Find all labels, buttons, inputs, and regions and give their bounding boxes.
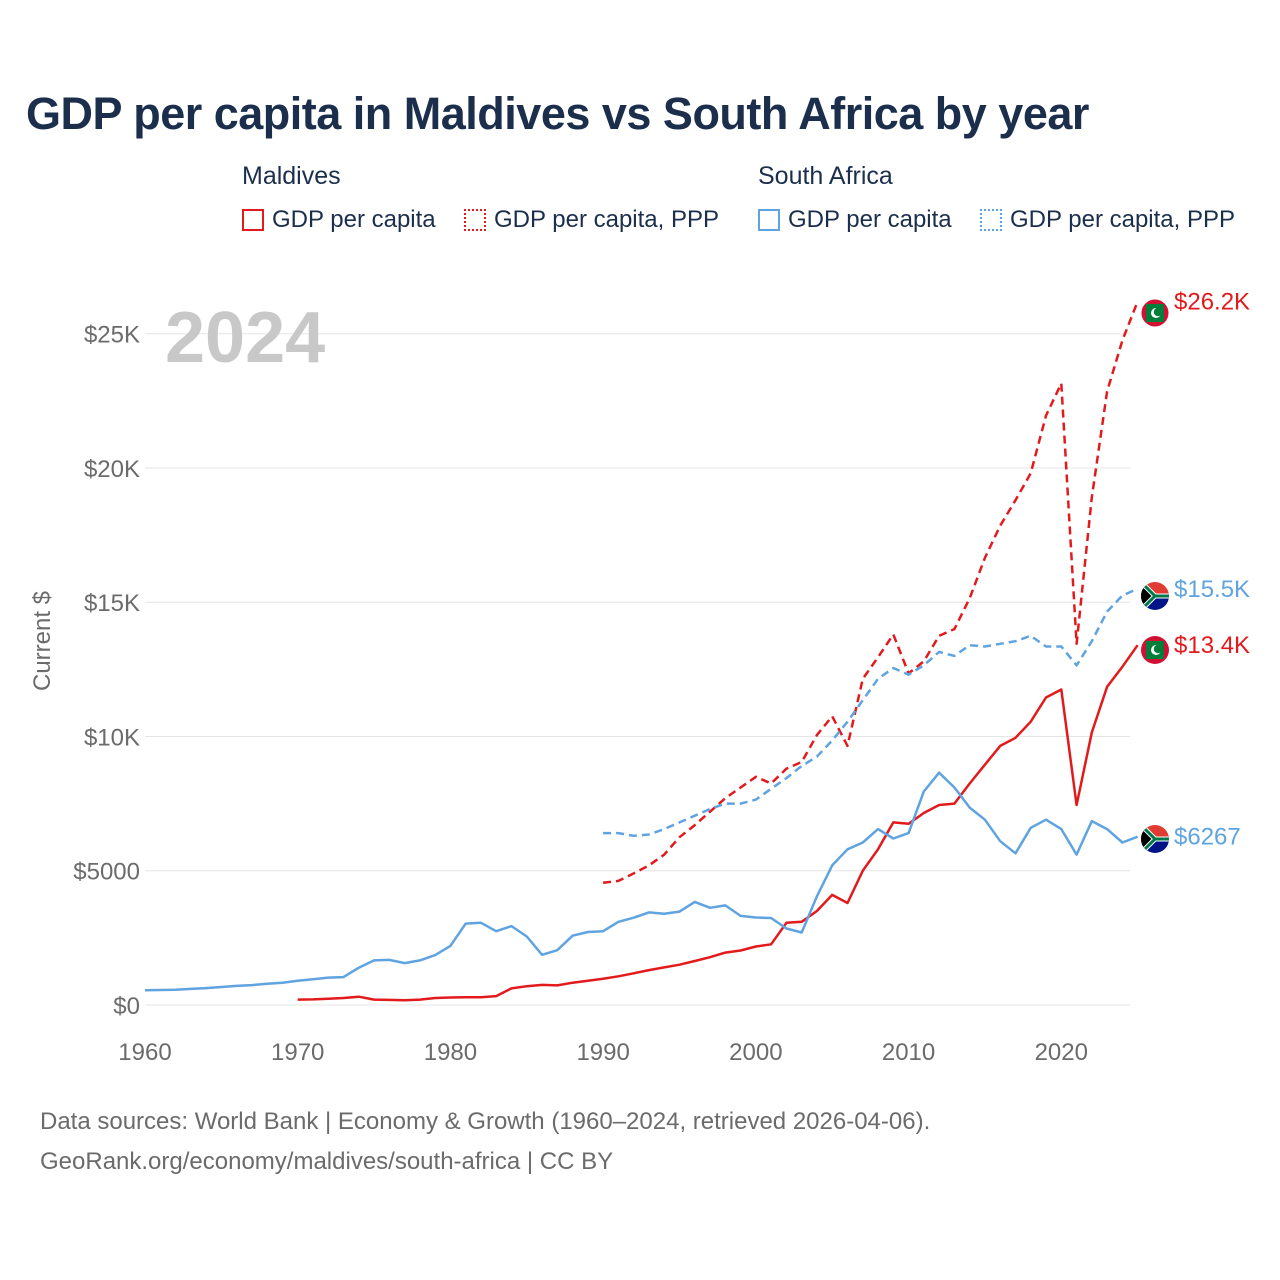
legend-item-south-africa-gdp-ppp[interactable]: GDP per capita, PPP [980, 206, 1235, 234]
x-tick-label: 2020 [1035, 1039, 1088, 1066]
year-watermark: 2024 [165, 298, 325, 378]
line-chart: 2024 $0 $5000 $10K $15K $20K $25K 1960 1970 1980… [29, 288, 1250, 1066]
south-africa-flag-icon [1141, 825, 1169, 853]
end-value-label: $13.4K [1174, 632, 1250, 659]
legend-swatch-dotted-blue [980, 209, 1002, 231]
series-line-south-africa-ppp[interactable] [603, 587, 1139, 838]
x-tick-label: 2010 [882, 1039, 935, 1066]
series-line-south-africa[interactable] [144, 771, 1139, 992]
series-line-maldives-ppp[interactable] [602, 301, 1139, 885]
x-tick-label: 1980 [424, 1039, 477, 1066]
legend-group-south-africa: South Africa [758, 162, 893, 190]
legend-label: GDP per capita, PPP [494, 206, 719, 233]
legend-group-maldives: Maldives [242, 162, 341, 190]
legend-swatch-solid-blue [758, 209, 780, 231]
legend-label: GDP per capita, PPP [1010, 206, 1235, 233]
y-axis-label: Current $ [29, 591, 56, 691]
legend-label: GDP per capita [272, 206, 436, 233]
series-line-maldives[interactable] [297, 644, 1139, 1002]
x-tick-label: 1970 [271, 1039, 324, 1066]
y-tick-label: $15K [84, 590, 140, 617]
footer-credit: GeoRank.org/economy/maldives/south-afric… [40, 1148, 614, 1175]
end-value-label: $6267 [1174, 824, 1241, 851]
legend-item-maldives-gdp-ppp[interactable]: GDP per capita, PPP [464, 206, 719, 234]
legend-swatch-dotted-red [464, 209, 486, 231]
y-tick-label: $10K [84, 724, 140, 751]
end-value-label: $26.2K [1174, 288, 1250, 315]
x-tick-label: 2000 [729, 1039, 782, 1066]
maldives-flag-icon [1140, 298, 1170, 328]
x-tick-label: 1990 [576, 1039, 629, 1066]
footer-sources: Data sources: World Bank | Economy & Gro… [40, 1108, 931, 1135]
legend-label: GDP per capita [788, 206, 952, 233]
x-tick-label: 1960 [118, 1039, 171, 1066]
legend-item-south-africa-gdp[interactable]: GDP per capita [758, 206, 952, 234]
chart-title: GDP per capita in Maldives vs South Afri… [26, 88, 1089, 139]
end-value-label: $15.5K [1174, 576, 1250, 603]
legend-swatch-solid-red [242, 209, 264, 231]
y-tick-label: $0 [113, 993, 140, 1020]
y-tick-label: $25K [84, 322, 140, 349]
y-tick-label: $20K [84, 456, 140, 483]
legend-item-maldives-gdp[interactable]: GDP per capita [242, 206, 436, 234]
y-tick-label: $5000 [73, 859, 140, 886]
maldives-flag-icon [1141, 636, 1169, 664]
south-africa-flag-icon [1141, 582, 1169, 610]
